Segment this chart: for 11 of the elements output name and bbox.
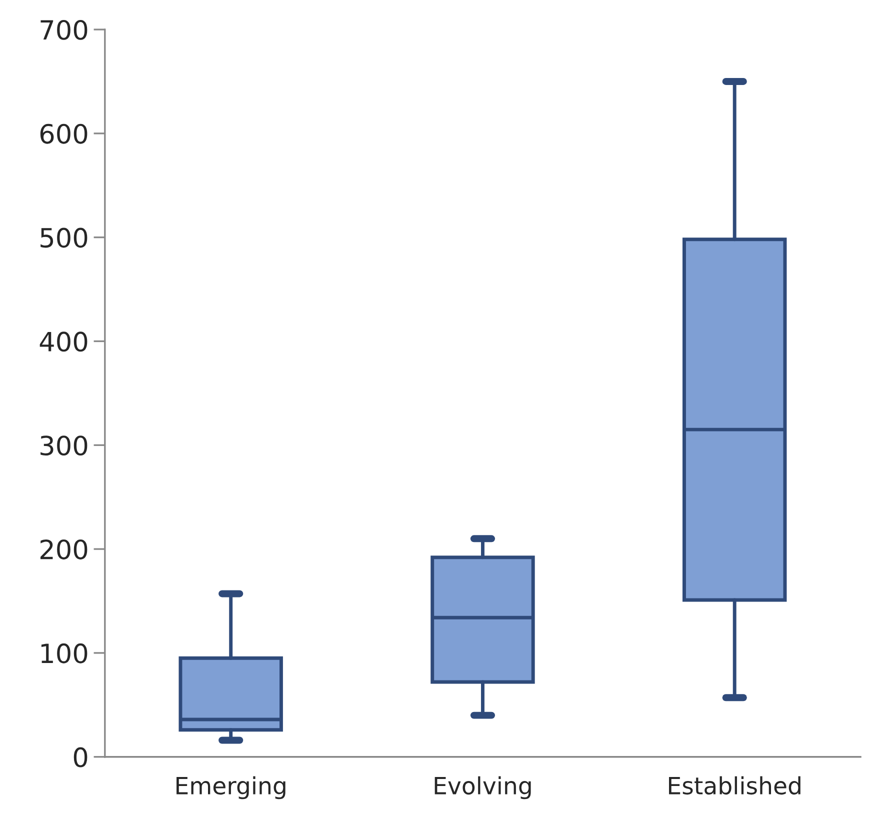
y-tick-label: 600 xyxy=(40,124,88,144)
x-tick-label: Evolving xyxy=(434,776,531,800)
y-tick-label: 200 xyxy=(40,539,88,560)
y-tick-label: 700 xyxy=(40,20,88,40)
x-tick-label: Emerging xyxy=(176,776,286,800)
y-tick-label: 0 xyxy=(74,747,88,768)
x-tick-label: Established xyxy=(669,776,800,795)
y-tick-label: 100 xyxy=(41,643,88,664)
y-tick-label: 500 xyxy=(40,228,88,248)
y-tick-label: 400 xyxy=(40,332,88,352)
y-tick-label: 300 xyxy=(40,436,88,456)
